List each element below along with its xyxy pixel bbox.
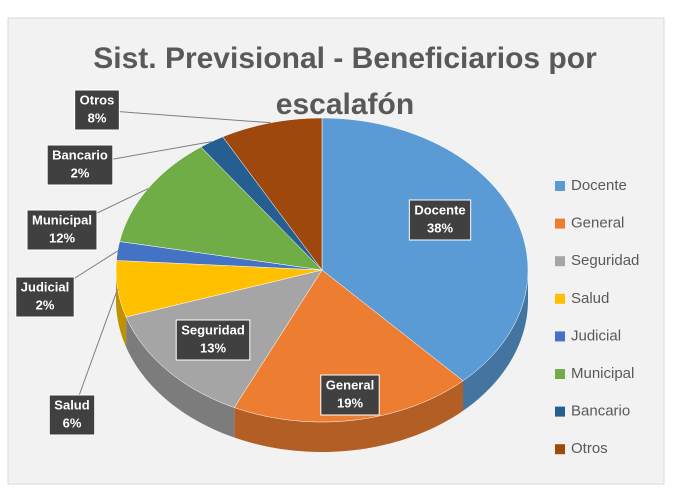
legend-swatch <box>555 369 565 379</box>
chart-title: Sist. Previsional - Beneficiarios por es… <box>93 42 597 121</box>
pie-side <box>126 316 235 438</box>
legend-label: Municipal <box>571 365 634 382</box>
legend-label: Docente <box>571 177 627 194</box>
legend-label: General <box>571 215 624 232</box>
data-label-name: Salud <box>54 397 89 412</box>
pie <box>115 117 529 452</box>
pie-side <box>463 270 528 411</box>
data-label-name: Otros <box>80 92 115 107</box>
data-label: 19% <box>337 395 363 410</box>
pie-slice <box>233 269 464 423</box>
legend-label: Bancario <box>571 403 630 420</box>
pie-slice <box>200 136 323 271</box>
leader-line <box>96 109 271 124</box>
pie-side <box>116 270 127 347</box>
data-label: 2% <box>36 297 55 312</box>
legend: Docente General Seguridad Salud Judicial Muni… <box>555 177 639 457</box>
legend-swatch <box>555 293 565 304</box>
pie-side <box>234 380 464 452</box>
pie-slice <box>119 146 323 271</box>
data-label-name: Municipal <box>32 212 92 227</box>
data-label-box <box>46 144 114 186</box>
data-label-box <box>408 199 472 241</box>
data-label-box <box>175 319 251 361</box>
pie-slice <box>321 117 529 382</box>
pie-slice <box>222 117 323 271</box>
data-label: 6% <box>63 415 82 430</box>
legend-label: Seguridad <box>571 252 639 269</box>
legend-swatch <box>555 181 565 191</box>
data-label-box <box>320 374 380 416</box>
legend-swatch <box>555 444 565 455</box>
data-label-name: Judicial <box>21 279 69 294</box>
legend-label: Otros <box>571 440 608 457</box>
legend-label: Salud <box>571 290 609 307</box>
data-label-name: Docente <box>414 202 465 217</box>
data-label: 13% <box>200 340 226 355</box>
data-label: 38% <box>427 220 453 235</box>
data-label-name: General <box>326 377 374 392</box>
data-label-name: Bancario <box>52 147 108 162</box>
legend-swatch <box>555 331 565 342</box>
data-label-name: Seguridad <box>181 322 245 337</box>
legend-label: Judicial <box>571 327 621 344</box>
data-label-box <box>74 89 120 131</box>
data-label-box <box>26 209 98 251</box>
data-labels: Docente 38% General 19% Seguridad 13% Salud 6% J… <box>15 89 472 436</box>
leader-line <box>71 288 119 416</box>
data-label: 2% <box>71 165 90 180</box>
legend-swatch <box>555 256 565 267</box>
data-label: 8% <box>88 110 107 125</box>
legend-swatch <box>555 406 565 417</box>
data-label-box <box>48 394 96 436</box>
data-label-box <box>15 276 75 318</box>
data-label: 12% <box>49 230 75 245</box>
legend-swatch <box>555 218 565 229</box>
